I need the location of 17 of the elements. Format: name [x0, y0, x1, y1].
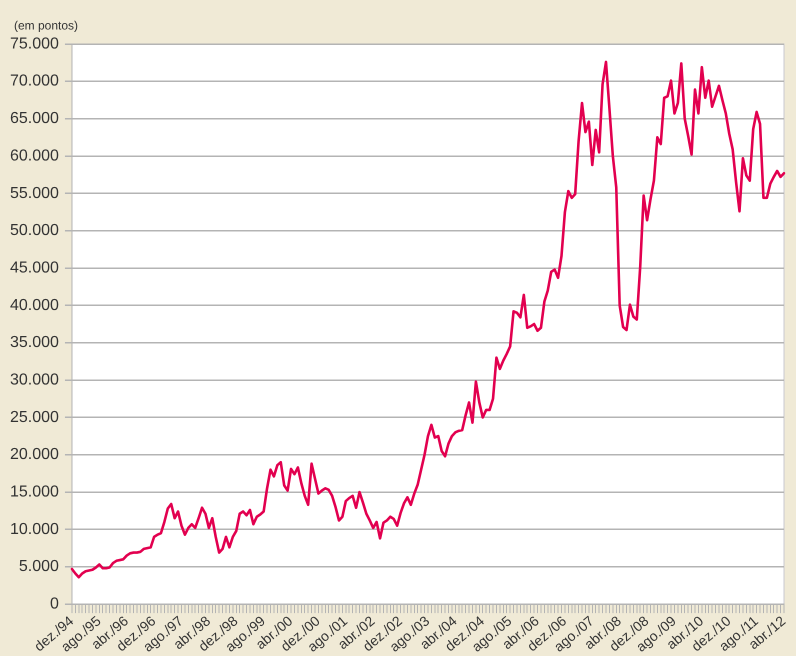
y-tick-label: 40.000 [10, 296, 60, 314]
y-tick-label: 70.000 [10, 72, 60, 90]
y-tick-label: 25.000 [10, 408, 60, 426]
y-tick-label: 60.000 [10, 147, 60, 164]
y-tick-label: 10.000 [10, 520, 60, 538]
y-axis-title: (em pontos) [14, 18, 78, 32]
y-tick-label: 45.000 [10, 259, 60, 276]
y-tick-label: 20.000 [10, 446, 60, 464]
y-tick-label: 15.000 [10, 483, 60, 500]
y-tick-label: 5.000 [18, 558, 60, 576]
y-tick-label: 55.000 [10, 184, 60, 202]
y-tick-label: 0 [50, 596, 60, 613]
y-tick-label: 35.000 [10, 334, 60, 352]
y-tick-label: 75.000 [10, 35, 60, 52]
y-tick-label: 50.000 [10, 222, 60, 240]
y-tick-label: 65.000 [10, 110, 60, 128]
y-tick-label: 30.000 [10, 371, 60, 388]
